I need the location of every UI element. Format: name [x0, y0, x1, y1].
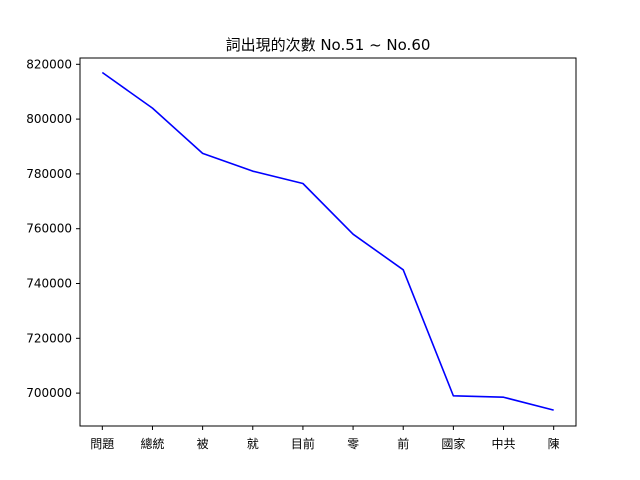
x-tick-label: 就 — [247, 437, 259, 451]
x-tick-label: 目前 — [291, 436, 315, 451]
series-line-0 — [101, 71, 554, 411]
y-tick-label: 720000 — [26, 331, 72, 345]
x-tick-label: 被 — [197, 437, 209, 451]
y-tick-label: 740000 — [26, 277, 72, 291]
x-tick-label: 陳 — [548, 437, 560, 451]
x-tick-label: 問題 — [90, 437, 114, 451]
plot-area: 問題 總統 被 就 目前 零 前 國家 中共 陳 700000 720000 740000 760000 7… — [26, 57, 577, 451]
y-tick-label: 820000 — [26, 57, 72, 71]
y-tick-label: 760000 — [26, 222, 72, 236]
x-tick-label: 零 — [347, 437, 359, 451]
chart-title: 詞出現的次數 No.51 ~ No.60 — [226, 36, 431, 54]
y-tick-label: 780000 — [26, 167, 72, 181]
x-tick-label: 前 — [397, 436, 409, 451]
axes-frame — [79, 57, 577, 427]
x-tick-label: 國家 — [441, 436, 465, 451]
x-tick-label: 總統 — [140, 436, 164, 451]
x-tick-label: 中共 — [492, 436, 516, 451]
y-tick-label: 700000 — [26, 386, 72, 400]
y-tick-label: 800000 — [26, 112, 72, 126]
